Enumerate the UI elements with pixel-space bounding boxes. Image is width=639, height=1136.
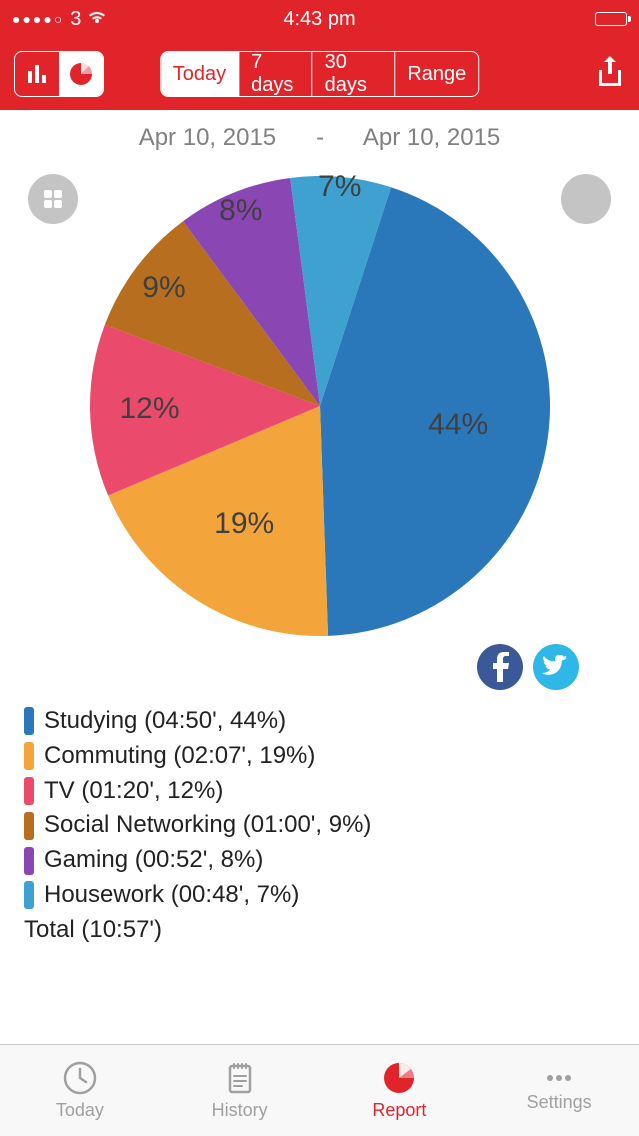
legend-swatch [24,847,34,875]
legend-swatch [24,707,34,735]
pie-slice-label: 7% [318,170,361,204]
status-left: ●●●●○ 3 [12,8,107,31]
legend-text: Studying (04:50', 44%) [44,704,286,739]
legend-item: Social Networking (01:00', 9%) [24,808,615,843]
legend-swatch [24,812,34,840]
legend-text: TV (01:20', 12%) [44,774,223,809]
period-range[interactable]: Range [395,52,478,96]
tab-bar: Today History Report Settings [0,1044,639,1136]
twitter-button[interactable] [533,644,579,690]
date-start: Apr 10, 2015 [139,124,276,151]
legend-text: Housework (00:48', 7%) [44,878,299,913]
tab-report[interactable]: Report [320,1045,480,1136]
legend-text: Commuting (02:07', 19%) [44,739,315,774]
legend-item: TV (01:20', 12%) [24,774,615,809]
chart-area: 44% 19% 12% 9% 8% 7% [0,166,639,636]
pie-chart: 44%19%12%9%8%7% [90,176,550,636]
notepad-icon [222,1060,258,1096]
legend-item: Commuting (02:07', 19%) [24,739,615,774]
carrier-label: 3 [70,8,81,31]
wifi-icon [87,8,107,31]
facebook-button[interactable] [477,644,523,690]
tab-label: Report [372,1100,426,1121]
tab-today[interactable]: Today [0,1045,160,1136]
tab-label: History [212,1100,268,1121]
legend-item: Studying (04:50', 44%) [24,704,615,739]
pie-slice-label: 9% [142,271,185,305]
status-bar: ●●●●○ 3 4:43 pm [0,0,639,38]
tab-settings[interactable]: Settings [479,1045,639,1136]
period-7days[interactable]: 7 days [239,52,313,96]
period-today[interactable]: Today [161,52,239,96]
bar-chart-toggle[interactable] [15,52,59,96]
pie-slice-label: 44% [428,408,488,442]
pie-slice-label: 19% [214,507,274,541]
pie-slice-label: 12% [119,392,179,426]
share-button[interactable] [595,54,625,95]
clock-icon [62,1060,98,1096]
more-icon [541,1068,577,1088]
period-30days[interactable]: 30 days [313,52,396,96]
pie-chart-toggle[interactable] [59,52,103,96]
chart-type-toggle [14,51,104,97]
moon-icon[interactable] [561,174,611,224]
legend-swatch [24,742,34,770]
date-range: Apr 10, 2015 - Apr 10, 2015 [0,110,639,166]
battery-icon [595,12,627,26]
tab-label: Today [56,1100,104,1121]
pie-icon [381,1060,417,1096]
legend-total: Total (10:57') [24,913,615,948]
legend-text: Gaming (00:52', 8%) [44,843,263,878]
tab-label: Settings [527,1092,592,1113]
status-time: 4:43 pm [283,8,355,31]
signal-icon: ●●●●○ [12,11,64,27]
legend-swatch [24,881,34,909]
grid-view-button[interactable] [28,174,78,224]
status-right [595,12,627,26]
top-nav: Today 7 days 30 days Range [0,38,639,110]
legend-text: Social Networking (01:00', 9%) [44,808,371,843]
legend-swatch [24,777,34,805]
period-segmented-control: Today 7 days 30 days Range [160,51,480,97]
legend: Studying (04:50', 44%)Commuting (02:07',… [0,698,639,948]
date-end: Apr 10, 2015 [363,124,500,151]
social-row [0,636,639,698]
legend-item: Housework (00:48', 7%) [24,878,615,913]
legend-item: Gaming (00:52', 8%) [24,843,615,878]
tab-history[interactable]: History [160,1045,320,1136]
date-sep: - [316,124,324,151]
pie-slice-label: 8% [219,194,262,228]
